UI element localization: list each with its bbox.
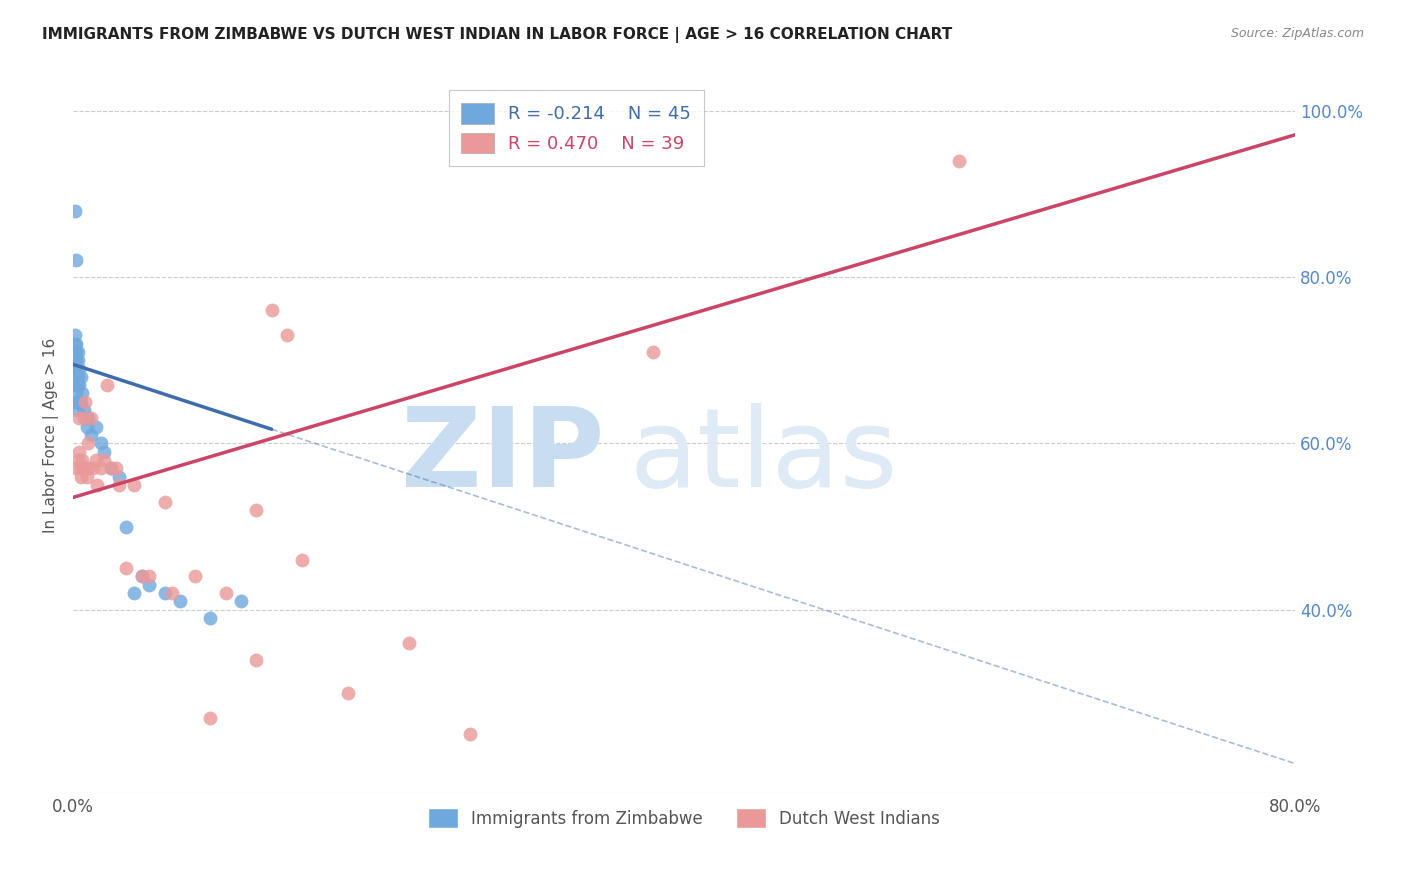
Point <box>115 561 138 575</box>
Point <box>65 378 87 392</box>
Point <box>77 411 100 425</box>
Point <box>73 411 96 425</box>
Point <box>65 353 87 368</box>
Point <box>67 444 90 458</box>
Point <box>73 403 96 417</box>
Text: ZIP: ZIP <box>401 403 605 510</box>
Point <box>63 369 86 384</box>
Point <box>86 478 108 492</box>
Point <box>67 394 90 409</box>
Point <box>66 344 89 359</box>
Point <box>67 378 90 392</box>
Point <box>69 394 91 409</box>
Point <box>66 369 89 384</box>
Point <box>93 453 115 467</box>
Point <box>80 428 103 442</box>
Point <box>75 411 97 425</box>
Point <box>108 478 131 492</box>
Text: Source: ZipAtlas.com: Source: ZipAtlas.com <box>1230 27 1364 40</box>
Point <box>76 469 98 483</box>
Point <box>66 394 89 409</box>
Point <box>65 461 87 475</box>
Point <box>70 386 93 401</box>
Point <box>75 394 97 409</box>
Point <box>115 519 138 533</box>
Point <box>77 461 100 475</box>
Point <box>336 686 359 700</box>
Point <box>65 361 87 376</box>
Point <box>76 419 98 434</box>
Point <box>153 586 176 600</box>
Point <box>100 461 122 475</box>
Point <box>69 469 91 483</box>
Point <box>162 586 184 600</box>
Point <box>65 369 87 384</box>
Point <box>63 361 86 376</box>
Point <box>65 336 87 351</box>
Point <box>104 461 127 475</box>
Point <box>89 436 111 450</box>
Point <box>169 594 191 608</box>
Point <box>458 727 481 741</box>
Point <box>122 478 145 492</box>
Point <box>245 652 267 666</box>
Point <box>200 611 222 625</box>
Point <box>276 328 298 343</box>
Point <box>63 328 86 343</box>
Point <box>138 578 160 592</box>
Point <box>131 569 153 583</box>
Point <box>948 153 970 168</box>
Point <box>63 344 86 359</box>
Text: atlas: atlas <box>628 403 897 510</box>
Point <box>63 336 86 351</box>
Point <box>89 461 111 475</box>
Point <box>291 553 314 567</box>
Point <box>229 594 252 608</box>
Point <box>67 411 90 425</box>
Point <box>66 453 89 467</box>
Point <box>70 453 93 467</box>
Point <box>73 461 96 475</box>
Text: IMMIGRANTS FROM ZIMBABWE VS DUTCH WEST INDIAN IN LABOR FORCE | AGE > 16 CORRELAT: IMMIGRANTS FROM ZIMBABWE VS DUTCH WEST I… <box>42 27 952 43</box>
Point <box>643 344 665 359</box>
Point <box>75 461 97 475</box>
Point <box>63 203 86 218</box>
Point <box>215 586 238 600</box>
Point <box>80 411 103 425</box>
Point <box>65 344 87 359</box>
Point <box>65 386 87 401</box>
Point <box>93 444 115 458</box>
Point <box>69 369 91 384</box>
Point <box>184 569 207 583</box>
Point <box>77 436 100 450</box>
Point <box>69 461 91 475</box>
Point <box>63 353 86 368</box>
Point <box>260 303 283 318</box>
Point <box>122 586 145 600</box>
Point <box>84 419 107 434</box>
Point <box>398 636 420 650</box>
Point <box>82 461 104 475</box>
Point <box>131 569 153 583</box>
Point <box>63 353 86 368</box>
Point <box>100 461 122 475</box>
Point <box>96 378 118 392</box>
Point <box>66 403 89 417</box>
Point <box>65 394 87 409</box>
Point <box>108 469 131 483</box>
Point <box>67 361 90 376</box>
Point <box>84 453 107 467</box>
Point <box>200 711 222 725</box>
Point <box>65 253 87 268</box>
Point <box>245 503 267 517</box>
Legend: Immigrants from Zimbabwe, Dutch West Indians: Immigrants from Zimbabwe, Dutch West Ind… <box>420 802 948 834</box>
Point <box>138 569 160 583</box>
Y-axis label: In Labor Force | Age > 16: In Labor Force | Age > 16 <box>44 337 59 533</box>
Point <box>66 378 89 392</box>
Point <box>153 494 176 508</box>
Point <box>66 353 89 368</box>
